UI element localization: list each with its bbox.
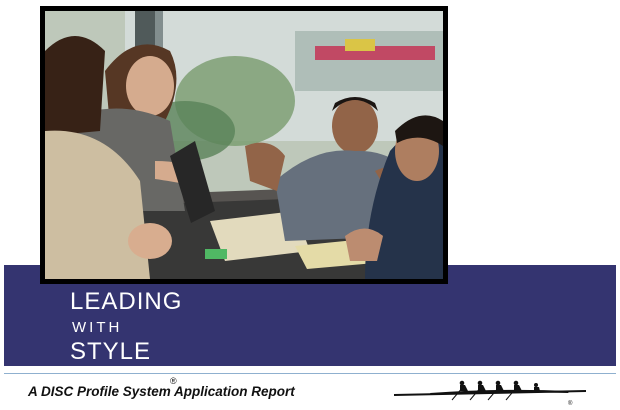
cover-photo [45,11,443,279]
report-subtitle: A DISC Profile System Application Report [28,384,295,399]
cover-photo-frame [40,6,448,284]
registered-mark: ® [170,376,177,386]
logo-registered-mark: ® [568,400,573,406]
rowing-crew-logo-icon: ® [393,380,587,406]
meeting-photo [45,11,443,279]
divider-rule [4,373,616,374]
title-line-2: WITH [72,319,123,336]
title-line-3: STYLE [70,338,152,365]
title-line-1: LEADING [70,288,183,315]
report-title: LEADING WITH STYLE [70,288,182,364]
